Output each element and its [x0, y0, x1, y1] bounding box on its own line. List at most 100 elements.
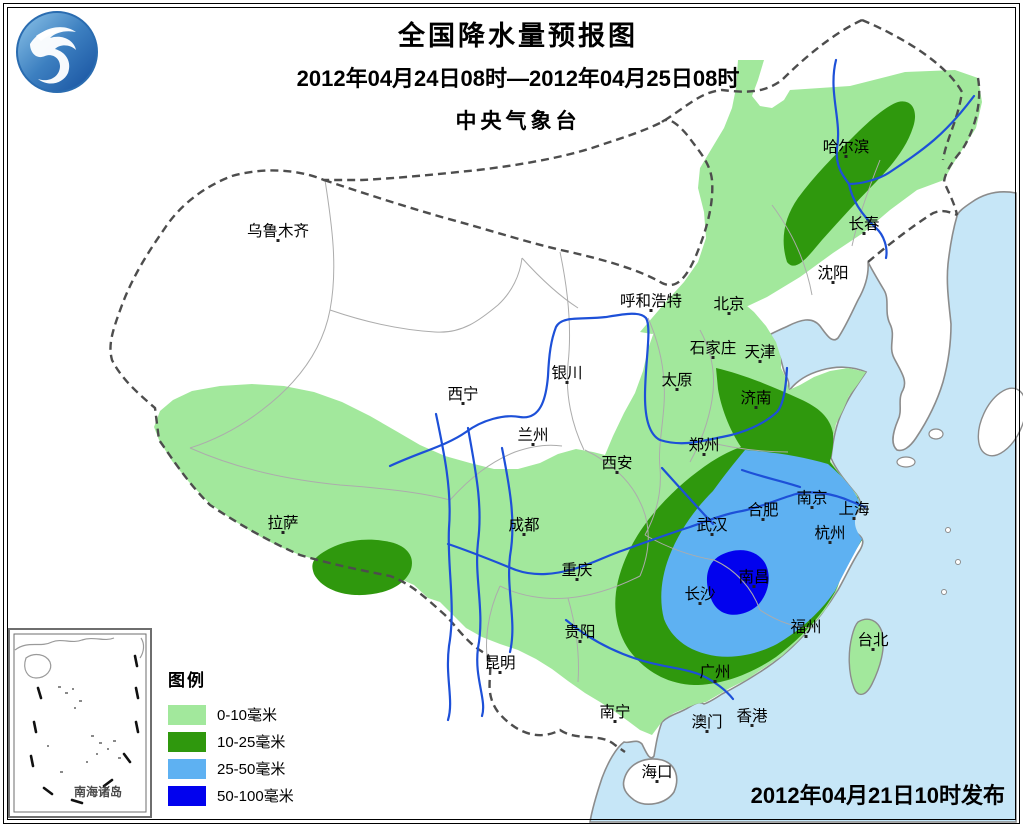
ryukyu-islet — [945, 527, 951, 533]
legend-rows: 0-10毫米 10-25毫米 25-50毫米 50-100毫米 — [168, 701, 294, 809]
river-songhua — [847, 94, 976, 186]
city-dot — [758, 360, 762, 363]
city-dot — [498, 671, 502, 674]
legend-swatch — [168, 758, 206, 779]
city-label: 沈阳 — [817, 264, 848, 282]
city-label: 兰州 — [517, 426, 548, 444]
ryukyu-islet — [941, 589, 947, 595]
precip-region-10-25-tibet — [312, 539, 412, 596]
city-label: 重庆 — [561, 561, 592, 579]
river-huai — [740, 468, 802, 489]
national-border — [109, 18, 981, 753]
river-upper-2 — [466, 426, 485, 718]
city-dot — [810, 506, 814, 509]
legend-label: 50-100毫米 — [217, 788, 294, 805]
city-dot — [761, 518, 765, 521]
city-label: 上海 — [838, 500, 869, 518]
province-borders — [189, 159, 881, 683]
city-dot — [844, 155, 848, 158]
city-label: 武汉 — [696, 516, 728, 534]
inset-taiwan — [139, 637, 145, 659]
city-label: 福州 — [790, 618, 821, 636]
rivers — [388, 58, 976, 722]
city-label: 西安 — [601, 454, 632, 472]
logo-swirl-tail — [36, 29, 62, 41]
river-yellow — [388, 312, 789, 468]
city-label: 太原 — [661, 371, 692, 389]
inset-nine-dash-line — [29, 654, 140, 805]
city-dot — [575, 578, 579, 581]
kyushu-island — [977, 387, 1023, 457]
taiwan-island — [848, 618, 884, 695]
precip-region-25-50 — [661, 450, 862, 657]
issue-timestamp: 2012年04月21日10时发布 — [750, 783, 1005, 808]
city-dot — [752, 585, 756, 588]
city-dot — [871, 648, 875, 651]
city-dot — [698, 602, 702, 605]
city-label: 哈尔滨 — [823, 138, 870, 156]
city-label: 香港 — [736, 707, 768, 725]
city-label: 南京 — [796, 489, 827, 507]
city-dot — [461, 402, 465, 405]
city-label: 银川 — [551, 364, 582, 382]
precip-region-50-100 — [706, 550, 769, 615]
city-label: 济南 — [740, 389, 771, 407]
river-songhua-upper — [847, 182, 888, 260]
legend-row: 50-100毫米 — [168, 782, 294, 809]
legend-swatch — [168, 731, 206, 752]
agency-name: 中央气象台 — [455, 109, 581, 133]
legend: 图例 0-10毫米 10-25毫米 25-50毫米 50-100毫米 — [168, 666, 294, 809]
city-dot — [281, 531, 285, 534]
legend-row: 10-25毫米 — [168, 728, 294, 755]
river-yangtze — [446, 491, 867, 576]
city-label: 台北 — [857, 631, 889, 649]
inset-coastline — [14, 637, 115, 651]
city-dot — [702, 453, 706, 456]
page-title: 全国降水量预报图 — [398, 21, 638, 51]
city-dot — [522, 533, 526, 536]
city-dot — [828, 541, 832, 544]
city-label: 成都 — [508, 516, 539, 534]
city-label: 南宁 — [599, 703, 630, 721]
city-dot — [613, 720, 617, 723]
cma-logo — [16, 11, 98, 93]
city-dot — [852, 517, 856, 520]
city-dot — [531, 443, 535, 446]
city-label: 长春 — [848, 215, 879, 233]
legend-title: 图例 — [168, 671, 206, 690]
forecast-period: 2012年04月24日08时—2012年04月25日08时 — [296, 65, 740, 91]
city-dot — [705, 730, 709, 733]
city-dot — [804, 635, 808, 638]
city-label: 天津 — [744, 343, 775, 361]
city-label: 南昌 — [738, 568, 769, 586]
city-dot — [727, 312, 731, 315]
logo-swirl — [30, 27, 76, 84]
ryukyu-islet — [955, 559, 961, 565]
river-nenjiang — [832, 58, 851, 186]
legend-label: 10-25毫米 — [217, 734, 286, 751]
city-dot — [276, 239, 280, 242]
title-block: 全国降水量预报图 2012年04月24日08时—2012年04月25日08时 中… — [248, 21, 788, 135]
city-label: 昆明 — [484, 655, 515, 672]
city-label: 杭州 — [814, 524, 845, 542]
legend-row: 25-50毫米 — [168, 755, 294, 782]
legend-label: 25-50毫米 — [217, 761, 286, 778]
city-label: 贵阳 — [564, 623, 595, 641]
city-dot — [713, 680, 717, 683]
river-upper-3 — [500, 446, 514, 654]
legend-swatch — [168, 704, 206, 725]
city-dot — [862, 232, 866, 235]
city-dot — [578, 640, 582, 643]
legend-swatch — [168, 785, 206, 806]
city-label: 拉萨 — [267, 514, 298, 532]
city-dot — [675, 388, 679, 391]
city-label: 广州 — [699, 663, 730, 681]
river-pearl — [564, 618, 735, 701]
city-label: 合肥 — [747, 501, 778, 519]
city-label: 呼和浩特 — [620, 292, 682, 310]
jeju-island — [896, 456, 916, 468]
city-dot — [710, 533, 714, 536]
city-label: 海口 — [641, 763, 672, 781]
